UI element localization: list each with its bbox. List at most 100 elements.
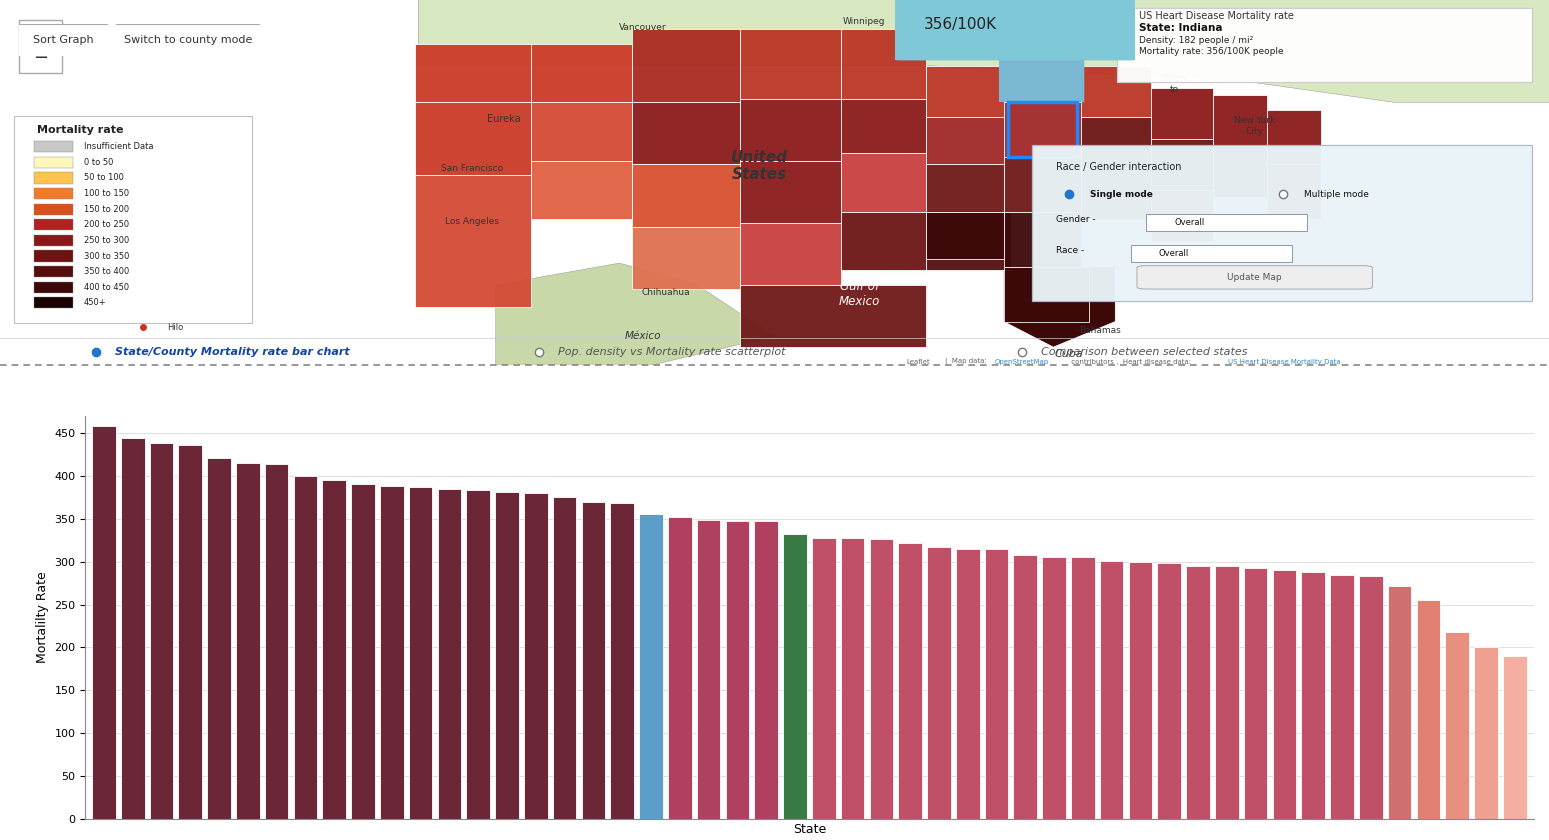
Text: 150 to 200: 150 to 200: [84, 205, 129, 213]
Text: Density: 182 people / mi²: Density: 182 people / mi²: [1139, 36, 1253, 45]
Bar: [632, 102, 740, 165]
Bar: [34, 219, 73, 230]
Bar: [322, 480, 345, 819]
Bar: [553, 497, 576, 819]
FancyBboxPatch shape: [14, 116, 252, 323]
Bar: [34, 188, 73, 199]
Bar: [1445, 632, 1468, 819]
Text: 100 to 150: 100 to 150: [84, 189, 129, 198]
Text: Toron
to: Toron to: [1162, 75, 1187, 94]
Bar: [34, 203, 73, 215]
Bar: [956, 549, 979, 819]
Text: US Heart Disease Mortality Data: US Heart Disease Mortality Data: [1228, 359, 1341, 365]
Bar: [632, 165, 740, 227]
Text: Cuba: Cuba: [1055, 349, 1083, 360]
Bar: [1081, 168, 1151, 219]
Text: 450+: 450+: [84, 298, 107, 307]
Text: Chihuahua: Chihuahua: [641, 288, 691, 297]
Bar: [928, 547, 951, 819]
Bar: [438, 489, 462, 819]
Bar: [524, 493, 548, 819]
Bar: [1004, 48, 1081, 102]
FancyBboxPatch shape: [19, 20, 62, 73]
Bar: [985, 549, 1008, 819]
Text: State: Indiana: State: Indiana: [1139, 23, 1222, 33]
Bar: [1007, 102, 1078, 157]
Text: Vancouver: Vancouver: [620, 23, 666, 32]
FancyBboxPatch shape: [891, 0, 1140, 60]
Text: Gulf of
Mexico: Gulf of Mexico: [840, 281, 880, 308]
Bar: [926, 117, 1004, 165]
Polygon shape: [1004, 267, 1115, 347]
Y-axis label: Mortalilty Rate: Mortalilty Rate: [36, 571, 48, 664]
Bar: [466, 491, 489, 819]
Bar: [926, 165, 1004, 212]
Bar: [841, 98, 926, 154]
Bar: [581, 501, 606, 819]
Text: Single mode: Single mode: [1090, 190, 1154, 199]
Text: New York
City: New York City: [1235, 117, 1275, 136]
Text: −: −: [33, 50, 48, 67]
Text: San Francisco: San Francisco: [441, 164, 503, 172]
FancyBboxPatch shape: [17, 24, 110, 57]
Bar: [841, 538, 864, 819]
Text: US Heart Disease Mortality rate: US Heart Disease Mortality rate: [1139, 12, 1293, 21]
FancyBboxPatch shape: [1032, 144, 1532, 301]
Text: 400 to 450: 400 to 450: [84, 283, 129, 291]
Bar: [34, 250, 73, 261]
FancyBboxPatch shape: [113, 24, 263, 57]
Bar: [740, 98, 841, 160]
FancyBboxPatch shape: [1117, 8, 1532, 81]
Text: Winnipeg: Winnipeg: [843, 18, 886, 26]
Text: Pop. density vs Mortality rate scatterplot: Pop. density vs Mortality rate scatterpl…: [558, 347, 785, 357]
Text: United
States: United States: [731, 150, 787, 182]
Text: North
Atlantic
Ocean: North Atlantic Ocean: [1416, 118, 1465, 160]
Bar: [926, 212, 1004, 260]
Text: Mortality rate: 356/100K people: Mortality rate: 356/100K people: [1139, 47, 1283, 55]
Text: 50 to 100: 50 to 100: [84, 174, 124, 182]
Text: Hilo: Hilo: [167, 323, 183, 332]
Bar: [121, 438, 144, 819]
Bar: [1301, 572, 1324, 819]
Bar: [926, 212, 1011, 270]
Text: 250 to 300: 250 to 300: [84, 236, 129, 245]
Polygon shape: [496, 263, 774, 365]
Bar: [1358, 576, 1383, 819]
Bar: [352, 485, 375, 819]
Bar: [294, 475, 318, 819]
Bar: [869, 539, 894, 819]
Text: |  Map data:: | Map data:: [945, 358, 988, 365]
Bar: [1503, 656, 1527, 819]
Bar: [1187, 566, 1210, 819]
Text: Race / Gender interaction: Race / Gender interaction: [1056, 162, 1182, 172]
Text: Los Angeles: Los Angeles: [446, 217, 499, 226]
Bar: [740, 285, 926, 347]
Bar: [668, 517, 691, 819]
Bar: [725, 522, 750, 819]
Bar: [754, 522, 778, 819]
Text: Sargasso
Sea: Sargasso Sea: [1332, 241, 1379, 263]
Bar: [34, 281, 73, 293]
Text: Eureka: Eureka: [486, 113, 520, 123]
Bar: [1129, 562, 1152, 819]
Text: Overall: Overall: [1159, 249, 1190, 259]
Bar: [740, 223, 841, 285]
Text: contributors ,  Heart disease data:: contributors , Heart disease data:: [1069, 359, 1193, 365]
Bar: [632, 227, 740, 289]
Bar: [1273, 570, 1297, 819]
Bar: [531, 44, 632, 102]
Bar: [1267, 165, 1321, 219]
Bar: [380, 486, 404, 819]
Text: +: +: [34, 27, 46, 41]
Bar: [632, 29, 740, 102]
Text: Mortality rate: Mortality rate: [37, 125, 124, 135]
Bar: [1267, 109, 1321, 165]
Text: Overall: Overall: [1174, 218, 1205, 228]
Bar: [1004, 212, 1081, 267]
Bar: [1151, 87, 1213, 139]
Bar: [926, 66, 1004, 117]
Bar: [697, 521, 720, 819]
Bar: [34, 297, 73, 308]
Bar: [841, 29, 926, 98]
Bar: [1081, 66, 1151, 117]
